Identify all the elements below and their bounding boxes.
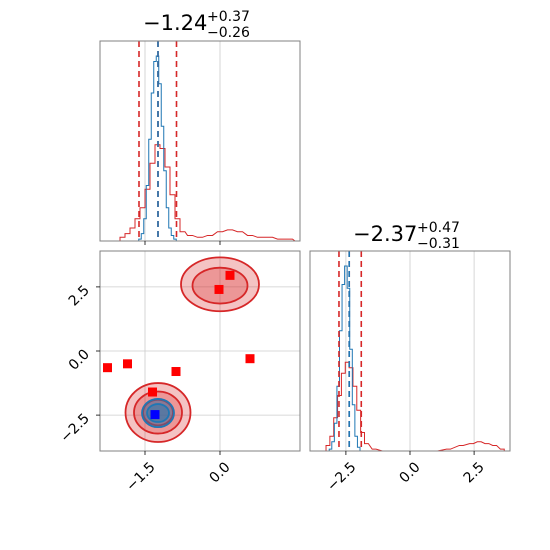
marker-red-3 [148, 387, 157, 397]
p2-hist-blue [328, 265, 361, 451]
p2hist-xtick-label-2: 2.5 [461, 459, 488, 486]
p1-hist-frame [99, 40, 301, 242]
marker-blue-0 [150, 410, 160, 420]
title-p2-lower: −0.31 [417, 236, 460, 252]
p2d-xtick-label-1: 0.0 [207, 459, 234, 486]
marker-red-2 [171, 367, 181, 377]
panel-p1-p2-2d [99, 250, 301, 452]
title-p1-upper: +0.37 [207, 9, 250, 25]
p2d-xtick-label-0: −1.5 [123, 459, 158, 494]
tick-labels: −1.5 0.0 −2.5 0.0 2.5 −2.5 0.0 2.5 [57, 241, 488, 495]
p2hist-xtick-label-1: 0.0 [397, 459, 424, 486]
p2d-ytick-label-2: 2.5 [66, 282, 93, 309]
p2d-ytick-label-1: 0.0 [66, 347, 93, 374]
p1-hist-red [119, 144, 300, 242]
panel-p2-hist [309, 250, 511, 452]
title-p1-value: −1.24 [143, 11, 207, 35]
title-p1: −1.24 +0.37 −0.26 [143, 9, 250, 41]
marker-red-1 [123, 359, 132, 369]
marker-red-5 [214, 284, 224, 294]
title-p2: −2.37 +0.47 −0.31 [353, 220, 460, 252]
title-p2-upper: +0.47 [417, 220, 460, 236]
title-p2-value: −2.37 [353, 222, 417, 246]
marker-red-6 [245, 354, 255, 364]
p2-hist-red [325, 361, 505, 452]
p2d-ytick-label-0: −2.5 [57, 411, 92, 446]
panel-p1-hist [99, 40, 301, 242]
p2hist-xtick-label-0: −2.5 [324, 459, 359, 494]
marker-red-4 [225, 270, 235, 280]
title-p1-lower: −0.26 [207, 25, 250, 41]
marker-red-0 [103, 363, 112, 373]
